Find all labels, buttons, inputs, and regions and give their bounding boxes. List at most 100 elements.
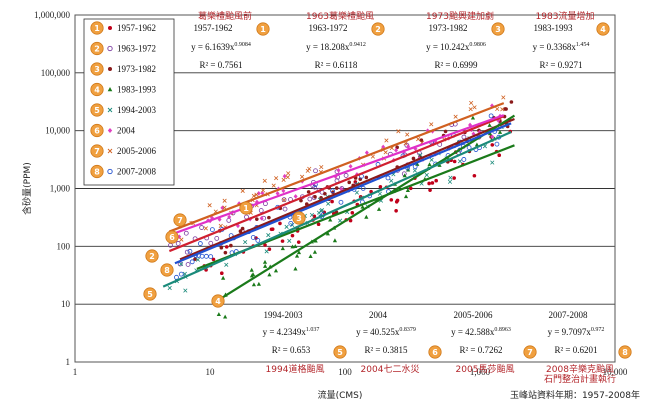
r-squared-5: R² = 0.653 (272, 345, 311, 355)
data-point (323, 191, 327, 196)
y-tick-label: 1,000 (50, 184, 71, 194)
event-label-8: 2008辛樂克颱風 (546, 363, 614, 375)
legend-badge-2-bg (90, 41, 104, 56)
data-point (328, 217, 333, 222)
data-point (263, 243, 267, 247)
annotation-badge-5-num: 5 (337, 348, 343, 357)
data-point (309, 212, 315, 218)
data-point (296, 250, 302, 255)
data-point (203, 253, 209, 259)
data-point (411, 156, 416, 161)
line-badge-4-bg (211, 294, 225, 308)
data-point (457, 159, 463, 164)
annotation-badge-2: 2 (371, 22, 385, 36)
data-point (468, 107, 473, 112)
data-point (325, 231, 330, 236)
data-point (285, 175, 290, 180)
data-point (377, 191, 383, 196)
data-point (338, 218, 343, 223)
line-badge-8-bg (160, 263, 174, 277)
data-point (273, 268, 279, 273)
annotation-badge-3-bg (491, 22, 505, 36)
event-label-6: 2004七二水災 (361, 363, 420, 375)
x-tick-label: 1,000 (470, 367, 491, 377)
y-tick-label: 100 (57, 241, 71, 251)
legend-badge-6-num: 6 (94, 127, 100, 136)
data-point (396, 129, 401, 134)
data-point (430, 181, 435, 185)
data-point (278, 221, 282, 226)
data-point (251, 282, 257, 287)
legend-badge-5-bg (90, 103, 104, 117)
data-point (290, 233, 295, 238)
legend-badge-8-bg (90, 164, 104, 179)
data-point (364, 150, 369, 156)
legend-badge-7-num: 7 (94, 147, 100, 156)
annotation-badge-2-bg (371, 22, 385, 36)
x-tick-label: 10,000 (603, 367, 628, 377)
data-point (222, 198, 227, 203)
data-point (300, 174, 305, 179)
line-badge-6: 6 (165, 230, 179, 244)
data-point (281, 197, 287, 203)
data-point (319, 207, 325, 213)
annotation-badge-8-bg (618, 345, 632, 359)
data-point (269, 227, 274, 232)
data-point (429, 157, 434, 162)
data-point (376, 207, 382, 211)
data-point (263, 263, 268, 268)
data-point (220, 205, 225, 211)
line-badge-7-num: 7 (177, 216, 183, 225)
x-axis-label: 流量(CMS) (318, 389, 363, 401)
data-point (350, 210, 355, 215)
data-point (471, 131, 476, 137)
event-label-2: 1963葛樂禮颱風 (306, 10, 374, 22)
legend-marker (107, 87, 113, 92)
data-point (319, 164, 324, 170)
data-point (412, 168, 417, 173)
data-point (224, 262, 229, 267)
x-tick-label: 10 (206, 367, 216, 377)
legend-badge-4-bg (90, 82, 104, 97)
event-label-3: 1973颱興建加劇 (426, 10, 494, 22)
line-badge-3: 3 (292, 211, 306, 225)
data-point (470, 115, 476, 120)
data-point (284, 224, 289, 229)
line-badge-4: 4 (211, 294, 225, 308)
data-point (369, 189, 373, 194)
data-point (226, 217, 232, 223)
event-label-4: 1983流量增加 (536, 10, 595, 22)
data-point (330, 199, 334, 204)
data-point (216, 312, 221, 317)
data-point (403, 194, 409, 199)
data-point (348, 164, 353, 169)
line-badge-1-bg (239, 201, 253, 215)
data-point (495, 106, 500, 112)
r-squared-4: R² = 0.9271 (539, 60, 582, 70)
data-point (296, 240, 301, 244)
range-label-5: 1994-2003 (264, 310, 303, 320)
r-squared-2: R² = 0.6118 (315, 60, 358, 70)
legend-badge-6: 6 (90, 123, 104, 138)
regression-line-4 (215, 114, 516, 303)
range-label-3: 1973-1982 (429, 23, 468, 33)
data-point (326, 201, 331, 206)
data-point (299, 198, 303, 203)
data-point (308, 254, 313, 258)
legend-badge-5-num: 5 (94, 106, 100, 115)
data-point (385, 175, 391, 181)
data-point (364, 175, 369, 180)
data-point (347, 180, 352, 185)
equation-1: y = 6.1639x0.9084 (191, 42, 251, 52)
data-point (461, 157, 467, 162)
data-point (281, 177, 286, 182)
data-point (447, 179, 453, 184)
data-point (223, 314, 228, 319)
data-point (497, 153, 502, 157)
data-point (250, 272, 256, 276)
data-point (179, 237, 184, 242)
data-point (214, 235, 220, 241)
legend-badge-2: 2 (90, 41, 104, 56)
data-point (433, 138, 438, 144)
legend-label: 2004 (117, 126, 136, 136)
